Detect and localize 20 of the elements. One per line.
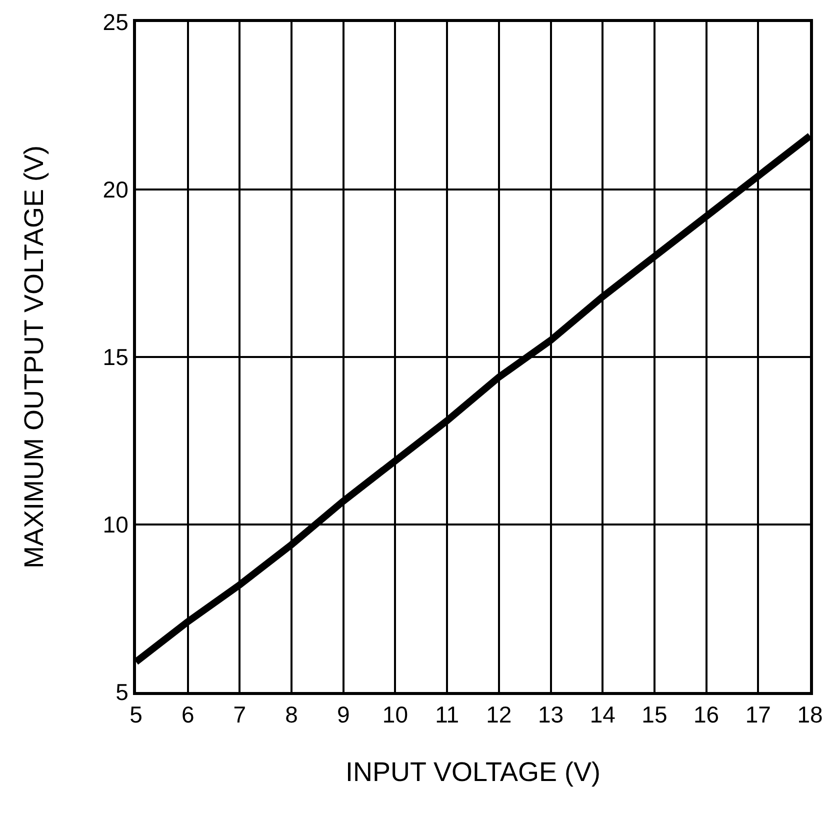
x-tick-label: 17 [745,702,771,728]
x-tick-label: 8 [285,702,298,728]
x-tick-label: 12 [486,702,512,728]
x-axis-title: INPUT VOLTAGE (V) [345,757,601,787]
x-tick-label: 15 [642,702,668,728]
x-tick-label: 16 [694,702,720,728]
y-tick-label: 5 [116,679,128,706]
x-tick-label: 13 [538,702,564,728]
x-tick-label: 6 [181,702,194,728]
y-tick-label: 25 [102,9,128,36]
x-tick-label: 7 [233,702,246,728]
y-tick-label: 15 [102,344,128,370]
x-tick-label: 10 [382,702,408,728]
y-tick-label: 10 [102,512,128,538]
x-tick-label: 18 [797,702,823,728]
y-axis-title: MAXIMUM OUTPUT VOLTAGE (V) [18,145,49,569]
x-tick-label: 14 [590,702,616,728]
y-tick-label: 20 [102,176,128,203]
x-tick-label: 9 [336,702,350,728]
x-tick-label: 11 [435,702,460,728]
